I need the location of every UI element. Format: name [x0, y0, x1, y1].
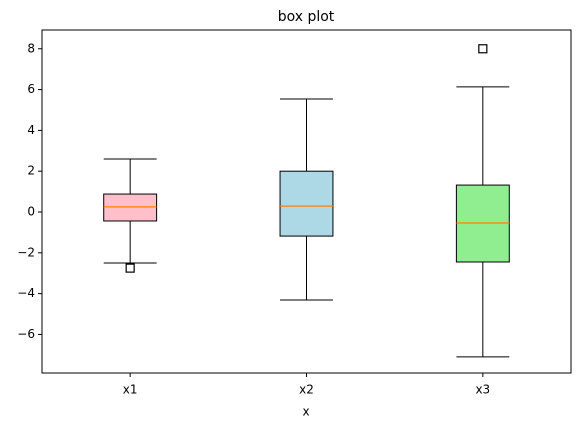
chart-title: box plot — [278, 9, 335, 25]
flier — [125, 263, 135, 273]
y-tick-label: −4 — [17, 286, 35, 300]
x-tick-label: x2 — [299, 383, 314, 397]
flier — [478, 44, 488, 54]
y-tick-label: −2 — [17, 245, 35, 259]
y-tick-label: 4 — [27, 123, 35, 137]
y-tick-label: 8 — [27, 41, 35, 55]
box — [279, 170, 334, 237]
x-axis-label: x — [302, 405, 309, 419]
x-tick-label: x3 — [475, 383, 490, 397]
y-tick-label: 6 — [27, 82, 35, 96]
plot-frame — [41, 29, 572, 374]
y-tick-label: 0 — [27, 205, 35, 219]
y-tick-label: 2 — [27, 164, 35, 178]
x-tick-label: x1 — [123, 383, 138, 397]
y-tick-label: −6 — [17, 327, 35, 341]
